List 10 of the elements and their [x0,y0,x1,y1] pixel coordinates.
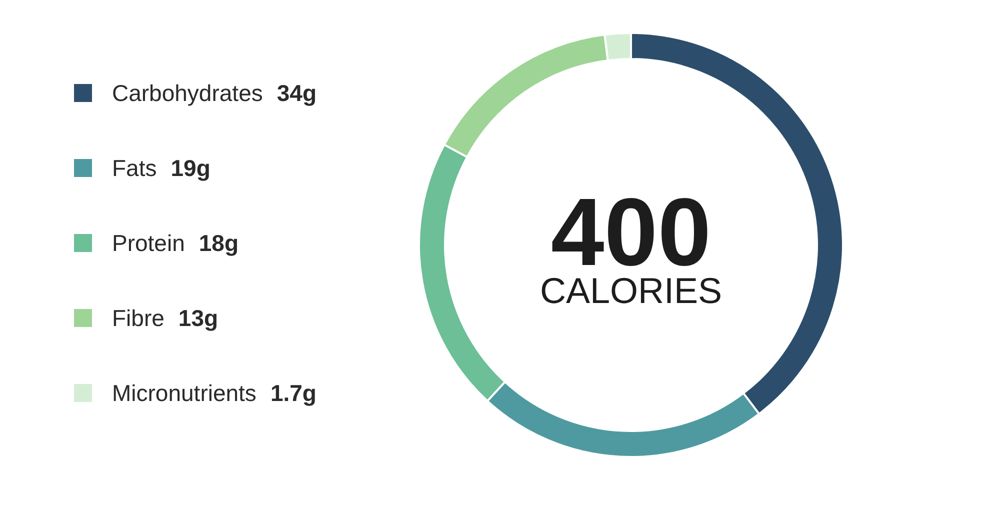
data-label: 13g [178,305,218,331]
data-label: 18g [198,230,239,256]
data-label: 34g [276,80,316,106]
legend-label: Protein [112,230,185,256]
legend-label: Carbohydrates [112,80,263,106]
legend-label: Fats [112,155,157,181]
legend-label: Micronutrients [112,380,256,406]
legend-label: Fibre [112,305,164,331]
data-label: 19g [170,155,210,181]
data-label: 1.7g [270,380,316,406]
